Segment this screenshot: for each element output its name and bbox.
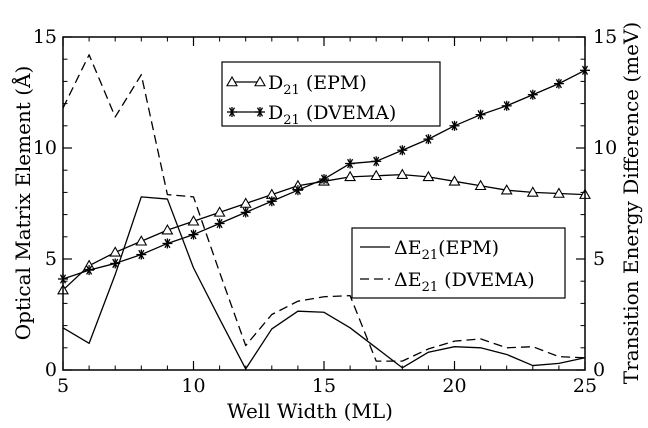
legend-swatch-marker bbox=[254, 75, 266, 87]
series-1-point bbox=[240, 207, 251, 218]
legend-right: ΔE21(EPM) ΔE21 (DVEMA) bbox=[351, 227, 566, 299]
series-1-point bbox=[266, 196, 277, 207]
series-1-point bbox=[188, 229, 199, 240]
series-line-2 bbox=[62, 196, 586, 370]
series-0-point bbox=[344, 170, 357, 182]
series-0-point bbox=[109, 246, 122, 257]
series-layer bbox=[57, 54, 591, 370]
legend-swatch-marker bbox=[226, 75, 238, 87]
series-0-point bbox=[370, 169, 383, 181]
x-tick-label: 5 bbox=[57, 375, 69, 397]
legend-swatch-marker bbox=[255, 107, 265, 117]
series-1-point bbox=[423, 134, 434, 145]
legend-label: D21 (DVEMA) bbox=[268, 102, 396, 128]
x-tick-label: 10 bbox=[181, 375, 205, 397]
series-1-point bbox=[345, 158, 356, 169]
y-axis-title-right: Transition Energy Difference (meV) bbox=[619, 22, 643, 384]
series-0-point bbox=[448, 175, 461, 186]
series-0-point bbox=[500, 184, 513, 195]
series-1-point bbox=[553, 78, 564, 89]
series-1-point bbox=[319, 174, 329, 185]
legend-top: D21 (EPM) D21 (DVEMA) bbox=[221, 61, 441, 128]
legend-swatch-marker bbox=[227, 107, 237, 117]
x-axis-title: Well Width (ML) bbox=[227, 399, 393, 423]
series-0-point bbox=[213, 206, 226, 217]
y-left-tick-label: 15 bbox=[33, 26, 57, 48]
series-0-point bbox=[526, 186, 539, 197]
series-0-point bbox=[187, 215, 200, 226]
series-1-point bbox=[84, 265, 95, 276]
legend-layer: D21 (EPM) D21 (DVEMA) ΔE21(EPM) ΔE21 (DVEMA… bbox=[221, 61, 566, 299]
series-1-point bbox=[371, 156, 382, 167]
series-1-point bbox=[527, 89, 538, 100]
legend-label: ΔE21 (DVEMA) bbox=[394, 269, 535, 295]
x-tick-label: 25 bbox=[573, 375, 597, 397]
series-0-point bbox=[474, 179, 487, 191]
y-left-tick-label: 10 bbox=[33, 137, 57, 159]
series-0-point bbox=[135, 235, 148, 246]
y-right-tick-label: 10 bbox=[593, 137, 617, 159]
y-right-tick-label: 0 bbox=[593, 359, 605, 381]
x-tick-label: 15 bbox=[312, 375, 336, 397]
legend-label: D21 (EPM) bbox=[268, 72, 367, 98]
series-1-point bbox=[214, 218, 225, 229]
legend-box bbox=[351, 227, 566, 299]
series-0-point bbox=[239, 197, 252, 208]
series-0-point bbox=[396, 168, 409, 179]
series-1-point bbox=[501, 100, 512, 111]
series-line-3 bbox=[62, 54, 586, 362]
y-left-tick-label: 5 bbox=[45, 248, 57, 270]
series-1-point bbox=[449, 120, 460, 131]
y-axis-title-left: Optical Matrix Element (Å) bbox=[10, 66, 35, 341]
y-right-tick-label: 15 bbox=[593, 26, 617, 48]
y-left-tick-label: 0 bbox=[45, 359, 57, 381]
series-1-point bbox=[475, 109, 486, 120]
series-1-point bbox=[397, 145, 408, 156]
series-1-point bbox=[162, 238, 173, 249]
series-1-point bbox=[292, 185, 303, 196]
y-right-tick-label: 5 bbox=[593, 248, 605, 270]
series-0-point bbox=[552, 187, 565, 198]
x-tick-label: 20 bbox=[442, 375, 466, 397]
series-1-point bbox=[136, 249, 147, 260]
series-0-point bbox=[422, 170, 435, 182]
legend-label: ΔE21(EPM) bbox=[394, 237, 499, 263]
series-0-point bbox=[161, 224, 174, 235]
